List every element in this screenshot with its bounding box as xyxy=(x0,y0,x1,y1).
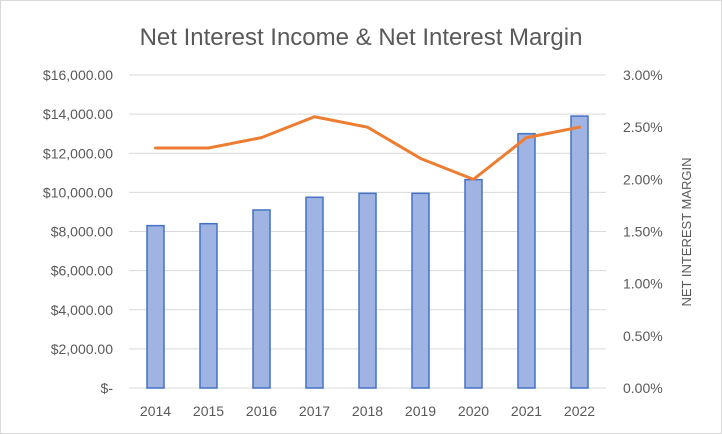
left-tick-label: $12,000.00 xyxy=(43,145,113,161)
chart-title: Net Interest Income & Net Interest Margi… xyxy=(140,24,583,51)
right-tick-label: 2.50% xyxy=(623,119,663,135)
x-tick-label: 2014 xyxy=(140,403,171,419)
bar xyxy=(252,209,271,389)
bar-series xyxy=(146,115,589,389)
bar xyxy=(570,115,589,389)
right-tick-label: 1.50% xyxy=(623,224,663,240)
bar xyxy=(146,224,165,389)
bar xyxy=(358,192,377,389)
bar xyxy=(464,178,483,389)
right-tick-label: 1.00% xyxy=(623,276,663,292)
left-tick-label: $4,000.00 xyxy=(51,302,113,318)
left-tick-label: $6,000.00 xyxy=(51,263,113,279)
right-axis-ticks: 0.00% 0.50% 1.00% 1.50% 2.00% 2.50% 3.00% xyxy=(623,67,663,396)
margin-line xyxy=(154,115,581,181)
right-tick-label: 0.50% xyxy=(623,328,663,344)
left-tick-label: $- xyxy=(101,380,114,396)
x-tick-label: 2017 xyxy=(299,403,330,419)
right-tick-label: 3.00% xyxy=(623,67,663,83)
bar xyxy=(199,222,218,389)
x-tick-label: 2016 xyxy=(246,403,277,419)
x-tick-label: 2019 xyxy=(405,403,436,419)
bar xyxy=(411,192,430,389)
left-tick-label: $2,000.00 xyxy=(51,341,113,357)
left-axis-ticks: $- $2,000.00 $4,000.00 $6,000.00 $8,000.00 $1… xyxy=(43,67,113,396)
right-axis-title: NET INTEREST MARGIN xyxy=(679,157,694,306)
left-tick-label: $14,000.00 xyxy=(43,106,113,122)
x-tick-label: 2022 xyxy=(564,403,595,419)
right-tick-label: 0.00% xyxy=(623,380,663,396)
bar xyxy=(305,196,324,389)
line-series xyxy=(154,115,581,181)
x-tick-label: 2021 xyxy=(511,403,542,419)
x-tick-label: 2015 xyxy=(193,403,224,419)
x-tick-label: 2020 xyxy=(458,403,489,419)
x-tick-label: 2018 xyxy=(352,403,383,419)
bar xyxy=(517,132,536,389)
left-tick-label: $16,000.00 xyxy=(43,67,113,83)
x-axis-ticks: 2014 2015 2016 2017 2018 2019 2020 2021 2022 xyxy=(140,403,595,419)
left-tick-label: $8,000.00 xyxy=(51,224,113,240)
right-tick-label: 2.00% xyxy=(623,171,663,187)
left-tick-label: $10,000.00 xyxy=(43,184,113,200)
